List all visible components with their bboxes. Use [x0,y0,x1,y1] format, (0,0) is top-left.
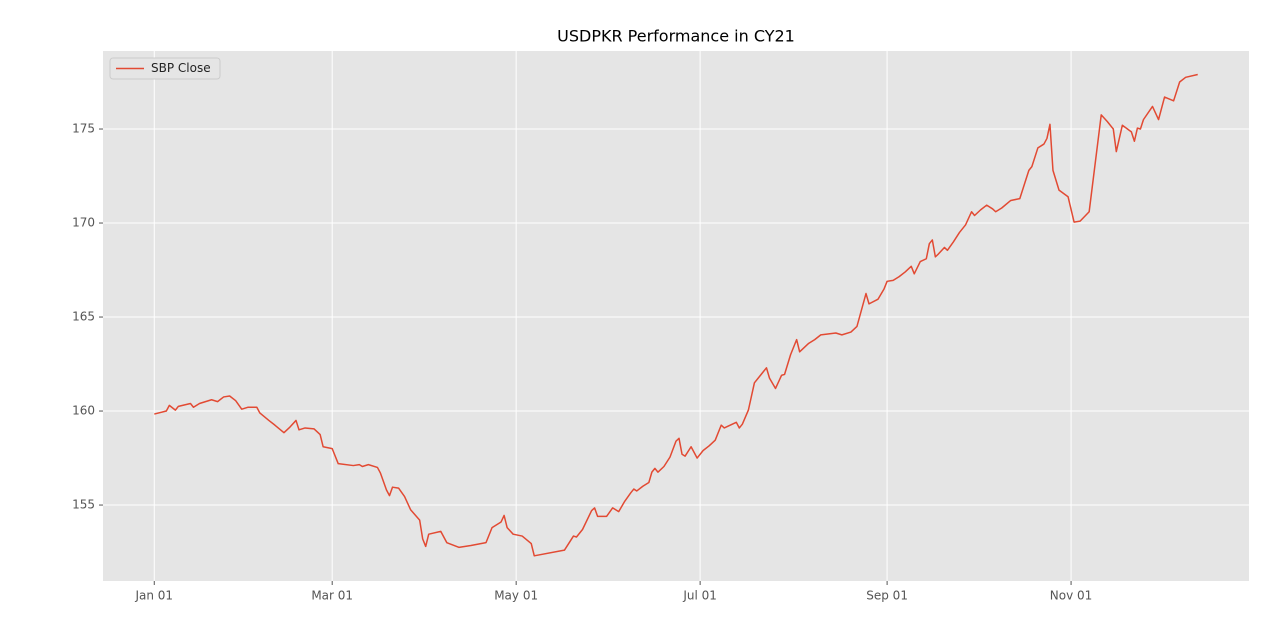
plot-area [103,51,1249,581]
x-tick-label: Jul 01 [682,589,717,603]
legend-label: SBP Close [151,61,211,75]
chart-title: USDPKR Performance in CY21 [557,27,795,46]
x-tick-label: May 01 [494,589,538,603]
y-tick-label: 165 [72,310,95,324]
line-series [154,73,1198,557]
y-tick-label: 170 [72,216,95,230]
x-tick-label: Sep 01 [866,589,908,603]
legend-box [109,57,221,80]
x-tick-label: Mar 01 [311,589,353,603]
x-tick-label: Jan 01 [134,589,173,603]
y-tick-label: 175 [72,122,95,136]
y-tick-label: 155 [72,498,95,512]
y-tick-label: 160 [72,404,95,418]
x-tick-label: Nov 01 [1050,589,1093,603]
